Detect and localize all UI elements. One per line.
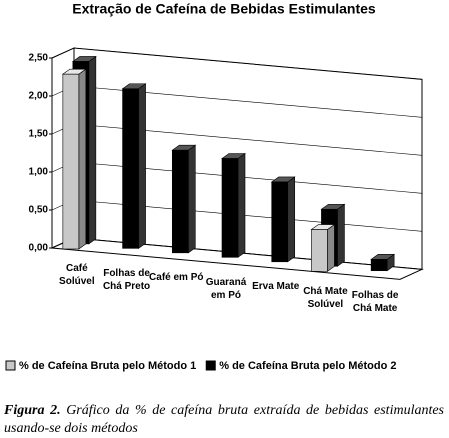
bar-side (78, 68, 87, 250)
legend-swatch (5, 360, 16, 371)
grid-line (51, 47, 423, 80)
bar (122, 88, 139, 249)
bar-side (187, 144, 196, 254)
bar-side (287, 176, 296, 263)
chart: Extração de Cafeína de Bebidas Estimulan… (5, 1, 424, 372)
y-tick-label: 1,00 (29, 167, 49, 178)
bar (271, 181, 289, 263)
legend-label: % de Cafeína Bruta pelo Método 1 (19, 360, 196, 372)
chart-title: Extração de Cafeína de Bebidas Estimulan… (72, 1, 376, 17)
bar (221, 158, 239, 258)
x-tick-label: Folhas de Chá Mate (351, 290, 399, 315)
y-tick-label: 1,50 (29, 129, 49, 140)
bar (171, 149, 189, 254)
y-tick-label: 0,50 (29, 205, 49, 216)
caption-label: Figura 2. (4, 403, 61, 418)
y-tick-label: 2,50 (29, 53, 49, 64)
bar (62, 73, 80, 250)
bar (370, 259, 388, 272)
bar-side (327, 223, 335, 272)
y-tick-label: 0,00 (29, 243, 49, 254)
bar-side (237, 152, 246, 258)
caption-text: Gráfico da % de cafeína bruta extraída d… (4, 403, 445, 436)
y-tick-label: 2,00 (29, 91, 49, 102)
legend-label: % de Cafeína Bruta pelo Método 2 (219, 360, 396, 372)
x-tick-label: Erva Mate (252, 281, 300, 293)
x-tick-label: Chá Mate Solúvel (303, 285, 348, 310)
bar-side (138, 83, 146, 249)
x-tick-label: Folhas de Chá Preto (102, 267, 151, 292)
x-tick-label: Café em Pó (149, 272, 204, 284)
x-tick-label: Café Solúvel (59, 263, 95, 288)
bar-side (337, 203, 345, 267)
x-tick-label: Guaraná em Pó (205, 276, 247, 301)
bar (311, 229, 328, 272)
bar-side (88, 55, 97, 245)
legend-swatch (205, 360, 216, 371)
caption: Figura 2. Gráfico da % de cafeína bruta … (4, 402, 444, 438)
